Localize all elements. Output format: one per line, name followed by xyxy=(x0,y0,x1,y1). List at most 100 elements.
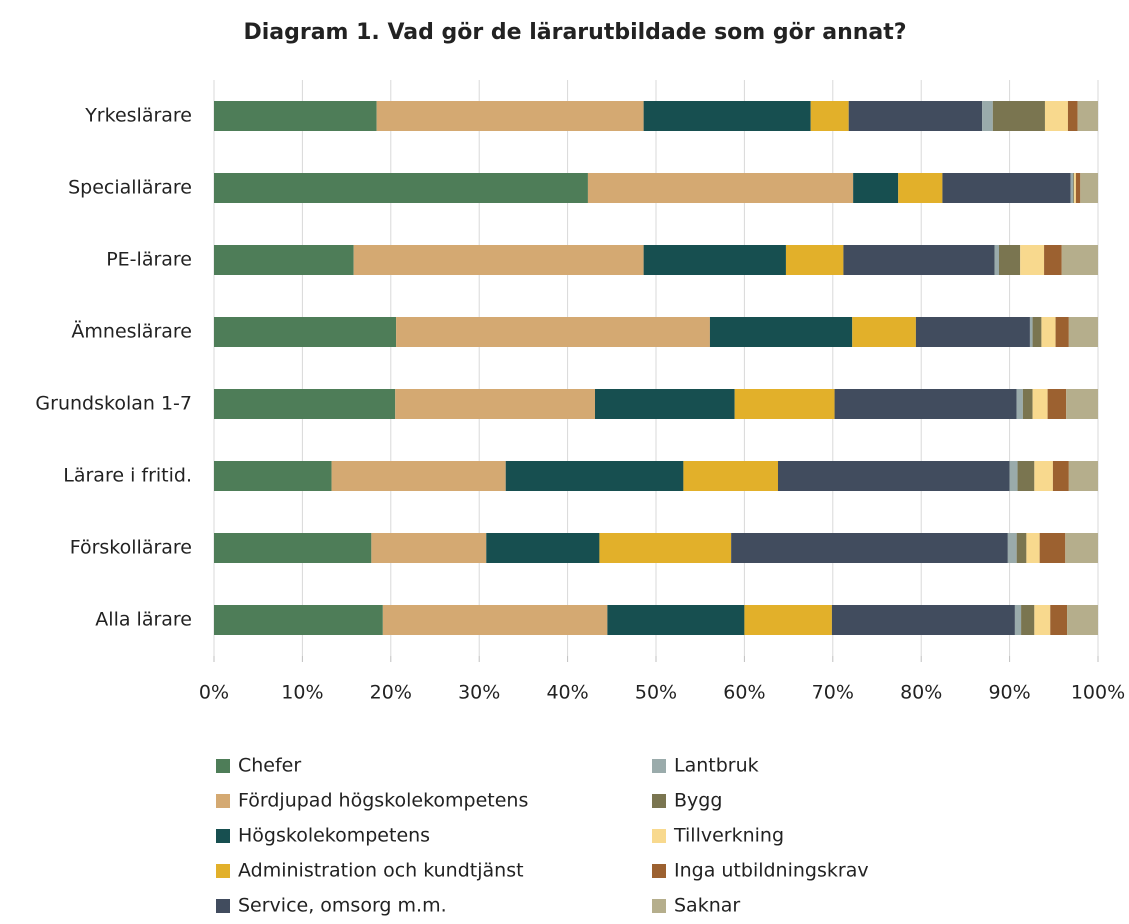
bar-segment xyxy=(898,173,943,203)
bar-segment xyxy=(396,317,710,347)
bar-segment xyxy=(643,101,811,131)
bar-segment xyxy=(853,173,899,203)
x-tick-label: 80% xyxy=(900,682,942,704)
bar-segment xyxy=(214,605,383,635)
legend-label: Tillverkning xyxy=(673,825,784,847)
bar-segment xyxy=(1067,101,1078,131)
y-tick-label: Speciallärare xyxy=(68,177,192,199)
bar-segment xyxy=(1047,389,1067,419)
bar-segment xyxy=(214,101,377,131)
bar-segment xyxy=(683,461,778,491)
bar-segment xyxy=(1061,245,1098,275)
bar-segment xyxy=(607,605,745,635)
legend-label: Saknar xyxy=(674,895,740,917)
bar-segment xyxy=(1075,173,1081,203)
legend-swatch xyxy=(652,794,666,808)
legend-label: Högskolekompetens xyxy=(238,825,430,847)
bar-segment xyxy=(1055,317,1069,347)
bar-segment xyxy=(942,173,1071,203)
bar-segment xyxy=(982,101,993,131)
bar-segment xyxy=(505,461,684,491)
bar-segment xyxy=(852,317,916,347)
bar-segment xyxy=(1065,533,1098,563)
bar-segment xyxy=(214,389,396,419)
y-tick-label: Yrkeslärare xyxy=(84,105,192,127)
bar-segment xyxy=(1077,101,1098,131)
bar-segment xyxy=(1080,173,1098,203)
bar-segment xyxy=(376,101,644,131)
x-tick-label: 0% xyxy=(199,682,229,704)
x-tick-label: 100% xyxy=(1071,682,1125,704)
legend-swatch xyxy=(652,829,666,843)
bar-segment xyxy=(994,245,999,275)
bar-segment xyxy=(1032,317,1042,347)
bar-segment xyxy=(785,245,844,275)
legend-label: Fördjupad högskolekompetens xyxy=(238,790,528,812)
bar-segment xyxy=(1067,605,1098,635)
bar-segment xyxy=(1032,389,1048,419)
y-tick-label: Förskollärare xyxy=(70,537,192,559)
y-tick-label: Alla lärare xyxy=(95,609,192,631)
bar-segment xyxy=(1026,533,1040,563)
bar-segment xyxy=(382,605,608,635)
x-tick-label: 30% xyxy=(458,682,500,704)
y-tick-label: PE-lärare xyxy=(106,249,192,271)
bar-segment xyxy=(1022,389,1033,419)
bar-segment xyxy=(1016,533,1027,563)
legend-swatch xyxy=(216,794,230,808)
x-tick-label: 90% xyxy=(988,682,1030,704)
bar-segment xyxy=(709,317,853,347)
bar-segment xyxy=(848,101,983,131)
bar-segment xyxy=(214,245,354,275)
bar-segment xyxy=(1074,173,1076,203)
bar-segment xyxy=(734,389,835,419)
bar-segment xyxy=(915,317,1030,347)
bar-segment xyxy=(843,245,995,275)
legend-swatch xyxy=(216,759,230,773)
bar-segment xyxy=(1014,605,1022,635)
legend-label: Administration och kundtjänst xyxy=(238,860,524,882)
x-tick-label: 40% xyxy=(546,682,588,704)
legend-label: Bygg xyxy=(674,790,722,812)
bar-segment xyxy=(1039,533,1066,563)
legend-swatch xyxy=(216,899,230,913)
x-tick-label: 20% xyxy=(370,682,412,704)
bar-segment xyxy=(1050,605,1068,635)
x-tick-label: 60% xyxy=(723,682,765,704)
bar-segment xyxy=(1007,533,1017,563)
bar-segment xyxy=(831,605,1015,635)
legend-label: Service, omsorg m.m. xyxy=(238,895,447,917)
legend-label: Chefer xyxy=(238,755,301,777)
bar-segment xyxy=(1041,317,1056,347)
bar-segment xyxy=(834,389,1017,419)
bar-segment xyxy=(595,389,735,419)
bar-segment xyxy=(1052,461,1069,491)
bar-segment xyxy=(1066,389,1098,419)
bar-segment xyxy=(810,101,849,131)
bar-segment xyxy=(1017,461,1035,491)
bar-segment xyxy=(992,101,1045,131)
chart-title: Diagram 1. Vad gör de lärarutbildade som… xyxy=(243,20,906,45)
bar-segment xyxy=(1034,605,1051,635)
bar-segment xyxy=(486,533,600,563)
bar-segment xyxy=(214,461,332,491)
bar-segment xyxy=(1009,461,1018,491)
bar-segment xyxy=(1020,245,1045,275)
bar-segment xyxy=(998,245,1021,275)
legend-swatch xyxy=(216,864,230,878)
legend-swatch xyxy=(652,864,666,878)
bar-segment xyxy=(214,533,372,563)
y-tick-label: Grundskolan 1-7 xyxy=(35,393,192,415)
bar-segment xyxy=(1073,173,1075,203)
bar-segment xyxy=(331,461,506,491)
bar-segment xyxy=(643,245,786,275)
bar-segment xyxy=(1029,317,1033,347)
y-tick-label: Ämneslärare xyxy=(71,320,192,343)
legend-label: Inga utbildningskrav xyxy=(674,860,869,882)
bar-segment xyxy=(777,461,1010,491)
bar-segment xyxy=(1044,101,1068,131)
legend-swatch xyxy=(216,829,230,843)
bar-segment xyxy=(1034,461,1053,491)
bar-segment xyxy=(353,245,644,275)
